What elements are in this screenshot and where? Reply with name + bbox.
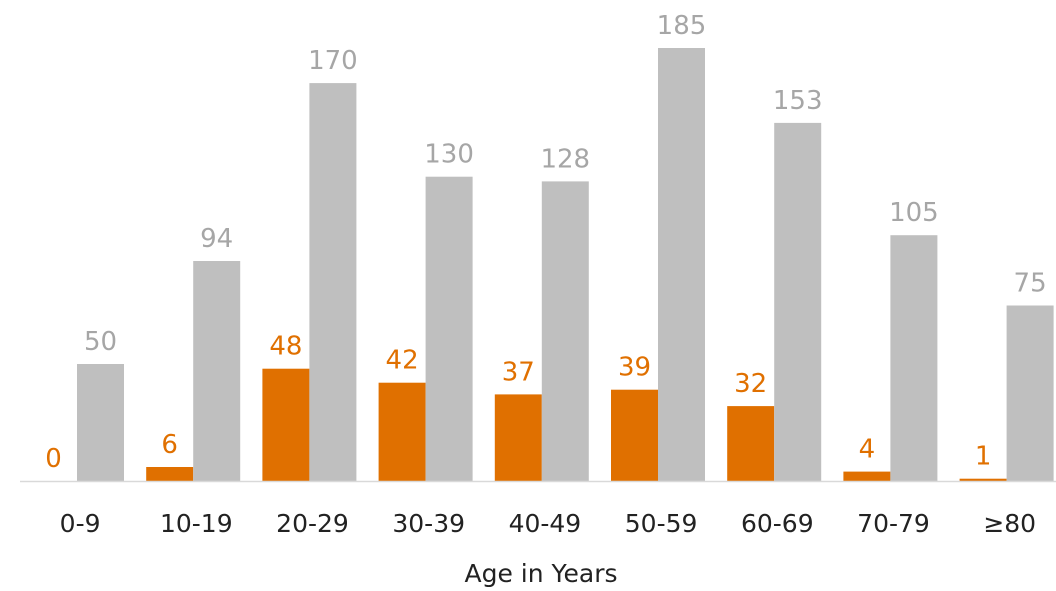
bar-series2-4 [425,176,473,481]
bar-series2-7 [774,122,822,482]
data-label-series2-3: 170 [308,46,358,76]
data-label-series2-9: 75 [1014,269,1047,299]
bar-series1-7 [727,406,775,481]
data-label-series2-6: 185 [657,11,707,41]
x-tick-labels: 0-9 10-19 20-29 30-39 40-49 50-59 60-69 70-79 ≥8… [60,509,1036,538]
bar-series2-6 [658,48,705,481]
bar-series2-9 [1006,305,1054,481]
data-label-series2-5: 128 [540,144,590,174]
bar-series1-5 [494,394,542,481]
data-label-series2-8: 105 [889,198,939,228]
data-label-series1-3: 48 [269,332,302,362]
bar-series2-2 [193,261,241,481]
x-tick-label-2: 10-19 [160,509,233,538]
bar-series1-2 [146,467,194,481]
data-label-series2-7: 153 [773,86,823,116]
bar-series2-8 [890,235,938,481]
x-tick-label-3: 20-29 [276,509,349,538]
x-tick-label-9: ≥80 [983,509,1036,538]
x-tick-label-5: 40-49 [509,509,582,538]
bar-series2-1 [77,364,124,481]
x-axis-title: Age in Years [465,559,618,588]
x-tick-label-4: 30-39 [392,509,465,538]
bar-series1-4 [378,382,426,481]
data-label-series2-4: 130 [424,140,474,170]
data-label-series1-5: 37 [502,357,535,387]
data-label-series1-1: 0 [45,444,62,474]
x-tick-label-7: 60-69 [741,509,814,538]
x-tick-label-1: 0-9 [60,509,101,538]
data-labels-layer: 0 50 6 94 48 170 42 130 37 128 39 185 32 153 4 105 1 75 [45,11,1046,474]
data-label-series1-6: 39 [618,353,651,383]
bar-series1-6 [611,389,658,481]
bar-series2-3 [309,83,357,481]
bar-series1-9 [959,478,1007,481]
data-label-series1-9: 1 [975,442,992,472]
bar-series1-8 [843,471,891,481]
data-label-series1-4: 42 [386,346,419,376]
bar-series1-3 [262,368,310,481]
data-label-series1-2: 6 [161,430,178,460]
data-label-series2-1: 50 [84,327,117,357]
data-label-series1-8: 4 [859,435,876,465]
bars-layer [77,48,1054,482]
bar-series2-5 [541,181,589,481]
x-tick-label-6: 50-59 [625,509,698,538]
x-tick-label-8: 70-79 [857,509,930,538]
data-label-series1-7: 32 [734,369,767,399]
data-label-series2-2: 94 [200,224,233,254]
